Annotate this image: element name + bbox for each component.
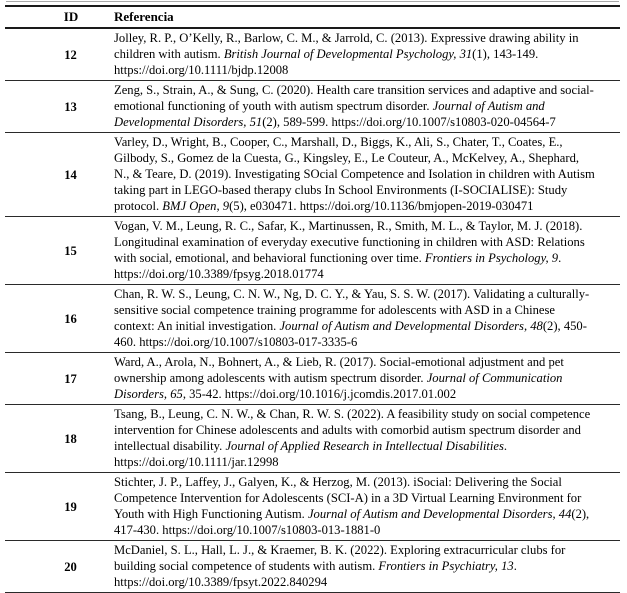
reference-text-run: (2), 589-599. https://doi.org/10.1007/s1… — [262, 115, 556, 129]
reference-journal-italic-run: Journal of Autism and Developmental Diso… — [114, 99, 545, 129]
references-table-head: ID Referencia — [5, 6, 620, 29]
reference-text-run: (2), 450- 460. https://doi.org/10.1007/s… — [114, 319, 587, 349]
reference-text-run: Tsang, B., Leung, C. N. W., & Chan, R. W… — [114, 407, 591, 453]
reference-text-cell: Varley, D., Wright, B., Cooper, C., Mars… — [111, 132, 620, 217]
references-table-body: 12 Jolley, R. P., O’Kelly, R., Barlow, C.… — [5, 28, 620, 593]
reference-text-run: Varley, D., Wright, B., Cooper, C., Mars… — [114, 135, 595, 213]
reference-text-run: (5), e030471. https://doi.org/10.1136/bm… — [229, 199, 534, 213]
reference-id-cell: 16 — [5, 284, 111, 353]
reference-journal-italic-run: Journal of Autism and Developmental Diso… — [307, 507, 572, 521]
reference-text-run: , 35-42. https://doi.org/10.1016/j.jcomd… — [182, 387, 457, 401]
reference-id-cell: 15 — [5, 216, 111, 285]
reference-journal-italic-run: Frontiers in Psychiatry, 13 — [378, 559, 514, 573]
reference-text-run: Jolley, R. P., O’Kelly, R., Barlow, C. M… — [114, 31, 579, 61]
reference-journal-italic-run: Journal of Communication Disorders, 65 — [114, 371, 563, 401]
reference-id-cell: 14 — [5, 132, 111, 217]
reference-text-cell: Tsang, B., Leung, C. N. W., & Chan, R. W… — [111, 404, 620, 473]
reference-text-cell: Vogan, V. M., Leung, R. C., Safar, K., M… — [111, 216, 620, 285]
table-header-row: ID Referencia — [5, 6, 620, 29]
reference-text-run: . https://doi.org/10.3389/fpsyt.2022.840… — [114, 559, 517, 589]
reference-text-run: Vogan, V. M., Leung, R. C., Safar, K., M… — [114, 219, 585, 265]
reference-text-cell: Chan, R. W. S., Leung, C. N. W., Ng, D. … — [111, 284, 620, 353]
reference-text-run: Stichter, J. P., Laffey, J., Galyen, K.,… — [114, 475, 582, 521]
reference-id-cell: 13 — [5, 80, 111, 133]
table-row: 12 Jolley, R. P., O’Kelly, R., Barlow, C.… — [5, 28, 620, 81]
reference-text-run: Zeng, S., Strain, A., & Sung, C. (2020).… — [114, 83, 594, 113]
reference-journal-italic-run: BMJ Open, 9 — [162, 199, 230, 213]
column-header-id: ID — [5, 6, 111, 29]
reference-journal-italic-run: Journal of Applied Research in Intellect… — [225, 439, 504, 453]
reference-text-run: (2), 417-430. https://doi.org/10.1007/s1… — [114, 507, 590, 537]
reference-id-cell: 20 — [5, 540, 111, 593]
table-row: 15 Vogan, V. M., Leung, R. C., Safar, K.,… — [5, 216, 620, 285]
top-edge-divider — [6, 1, 619, 2]
reference-journal-italic-run: British Journal of Developmental Psychol… — [223, 47, 473, 61]
reference-id-cell: 18 — [5, 404, 111, 473]
table-row: 20 McDaniel, S. L., Hall, L. J., & Kraeme… — [5, 540, 620, 593]
reference-journal-italic-run: Frontiers in Psychology, 9 — [424, 251, 559, 265]
reference-text-run: (1), 143-149. https://doi.org/10.1111/bj… — [114, 47, 539, 77]
table-row: 13 Zeng, S., Strain, A., & Sung, C. (2020… — [5, 80, 620, 133]
reference-text-run: . https://doi.org/10.3389/fpsyg.2018.017… — [114, 251, 562, 281]
reference-text-run: McDaniel, S. L., Hall, L. J., & Kraemer,… — [114, 543, 566, 573]
reference-text-cell: Stichter, J. P., Laffey, J., Galyen, K.,… — [111, 472, 620, 541]
table-row: 18 Tsang, B., Leung, C. N. W., & Chan, R.… — [5, 404, 620, 473]
reference-text-run: Ward, A., Arola, N., Bohnert, A., & Lieb… — [114, 355, 564, 385]
table-row: 16 Chan, R. W. S., Leung, C. N. W., Ng, D… — [5, 284, 620, 353]
reference-id-cell: 12 — [5, 28, 111, 81]
reference-text-cell: Jolley, R. P., O’Kelly, R., Barlow, C. M… — [111, 28, 620, 81]
table-row: 19 Stichter, J. P., Laffey, J., Galyen, K… — [5, 472, 620, 541]
column-header-referencia: Referencia — [111, 6, 620, 29]
reference-journal-italic-run: Journal of Autism and Developmental Diso… — [279, 319, 543, 333]
reference-text-run: . https://doi.org/10.1111/jar.12998 — [114, 439, 508, 469]
table-row: 14 Varley, D., Wright, B., Cooper, C., Ma… — [5, 132, 620, 217]
references-table: ID Referencia 12 Jolley, R. P., O’Kelly, … — [5, 5, 620, 593]
reference-text-cell: Ward, A., Arola, N., Bohnert, A., & Lieb… — [111, 352, 620, 405]
table-row: 17 Ward, A., Arola, N., Bohnert, A., & Li… — [5, 352, 620, 405]
reference-text-cell: McDaniel, S. L., Hall, L. J., & Kraemer,… — [111, 540, 620, 593]
reference-id-cell: 19 — [5, 472, 111, 541]
reference-text-run: Chan, R. W. S., Leung, C. N. W., Ng, D. … — [114, 287, 590, 333]
reference-id-cell: 17 — [5, 352, 111, 405]
reference-text-cell: Zeng, S., Strain, A., & Sung, C. (2020).… — [111, 80, 620, 133]
